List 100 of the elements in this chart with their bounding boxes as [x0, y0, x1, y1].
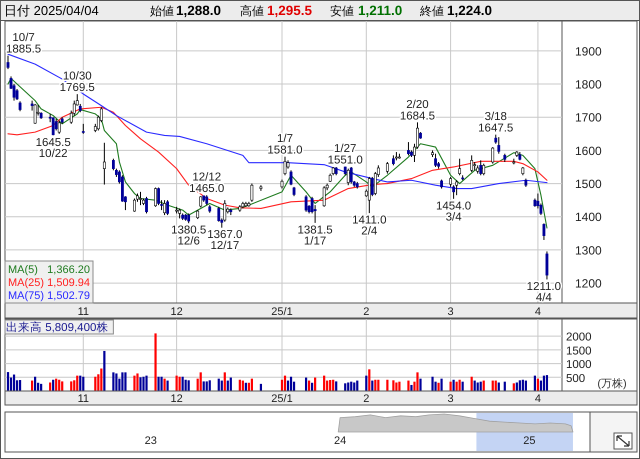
candlestick: [145, 196, 148, 214]
candlestick: [449, 176, 452, 188]
candlestick: [290, 170, 292, 186]
candlestick: [199, 196, 202, 208]
candlestick: [58, 120, 61, 134]
bar: [218, 378, 220, 391]
bar: [504, 382, 506, 391]
candlestick: [304, 194, 308, 212]
y-tick-label: 1400: [575, 210, 602, 224]
text: MA(75) 1,502.79: [8, 290, 90, 302]
text: 1,224.0: [447, 3, 492, 18]
candlestick: [139, 191, 142, 206]
candlestick: [386, 162, 389, 174]
candlestick: [166, 200, 169, 216]
y-tick-label: 1900: [575, 44, 602, 58]
x-tick-label: 25/1: [271, 393, 293, 405]
candlestick: [82, 123, 85, 134]
candlestick: [350, 166, 353, 184]
candlestick: [346, 168, 350, 186]
bar: [474, 380, 476, 391]
candlestick: [250, 183, 254, 202]
candlestick: [458, 158, 462, 176]
bar: [470, 376, 473, 391]
y-tick-label: 1600: [575, 144, 602, 158]
bar: [70, 381, 72, 391]
candlestick: [34, 103, 37, 124]
bar: [230, 378, 232, 391]
y-axis-title: (万株): [597, 377, 627, 390]
bar: [206, 381, 208, 391]
bar: [335, 381, 338, 391]
annotation: 1/7 1581.0: [267, 133, 303, 157]
bar: [94, 376, 96, 391]
bar: [480, 382, 482, 391]
bar: [494, 380, 497, 391]
x-tick-label: 4: [534, 306, 541, 318]
bar: [365, 376, 368, 391]
text: MA(25) 1,509.94: [8, 277, 90, 289]
bar: [226, 380, 229, 391]
candlestick: [482, 163, 486, 176]
text: 終値: [419, 4, 444, 18]
bar: [55, 378, 58, 391]
y-tick-label: 1200: [575, 276, 602, 291]
x-tick-label: 12: [170, 393, 183, 405]
y-tick-label: 1700: [575, 110, 602, 125]
x-tick-label: 2: [363, 306, 370, 318]
bar: [512, 383, 515, 391]
candlestick: [157, 187, 160, 206]
bar: [49, 382, 52, 391]
bar: [347, 382, 350, 391]
y-tick-label: 1800: [575, 78, 602, 92]
bar: [482, 380, 485, 391]
bar: [76, 376, 78, 391]
annotation: 2/20 1684.5: [400, 98, 436, 122]
bar: [377, 380, 380, 391]
candlestick: [455, 180, 458, 196]
x-tick-label: 3: [448, 393, 454, 405]
x-tick-label: 4: [534, 393, 541, 405]
annotation: 1381.5 1/17: [298, 224, 333, 248]
bar: [498, 382, 500, 391]
candlestick: [470, 154, 474, 172]
bar: [332, 380, 334, 391]
bar: [238, 380, 241, 391]
candlestick: [205, 194, 208, 206]
bar: [374, 380, 376, 391]
bar: [368, 369, 370, 391]
candlestick: [479, 160, 482, 176]
text: 安値: [330, 4, 354, 18]
bar: [208, 380, 211, 391]
candlestick: [434, 153, 437, 168]
y-tick-label: 1500: [575, 177, 602, 192]
annotation: 1211.0 4/4: [526, 280, 561, 304]
annotation: 1367.0 12/17: [207, 229, 242, 252]
annotation: 3/18 1647.5: [478, 111, 514, 135]
text: 高値: [240, 4, 264, 18]
bar: [154, 333, 157, 391]
x-tick-label: 25/1: [271, 306, 293, 318]
candlestick: [322, 186, 326, 208]
x-tick-label: 2: [363, 393, 370, 405]
text: MA(5) 1,366.20: [8, 264, 90, 276]
candlestick: [178, 208, 182, 219]
bar: [100, 368, 102, 391]
annotation: 10/7 1885.5: [6, 32, 42, 56]
text: 始値: [150, 4, 174, 18]
bar: [224, 372, 226, 391]
y-tick-label: 1000: [566, 359, 592, 372]
candlestick: [392, 154, 395, 166]
annotation: 1380.5 12/6: [171, 224, 206, 248]
bar: [58, 380, 60, 391]
y-tick-label: 1300: [575, 243, 602, 258]
candlestick: [6, 55, 10, 70]
bar: [202, 381, 205, 391]
text: 1,211.0: [358, 3, 402, 18]
annotation: 1/27 1551.0: [328, 143, 363, 167]
chart-title: 日付 2025/04/04: [4, 3, 99, 18]
text: 1,288.0: [176, 3, 222, 18]
bar: [492, 380, 494, 391]
bar: [350, 382, 352, 391]
chart-title: 出来高 5,809,400株: [6, 320, 108, 334]
x-tick-label: 12: [170, 306, 183, 318]
candlestick: [133, 198, 136, 212]
